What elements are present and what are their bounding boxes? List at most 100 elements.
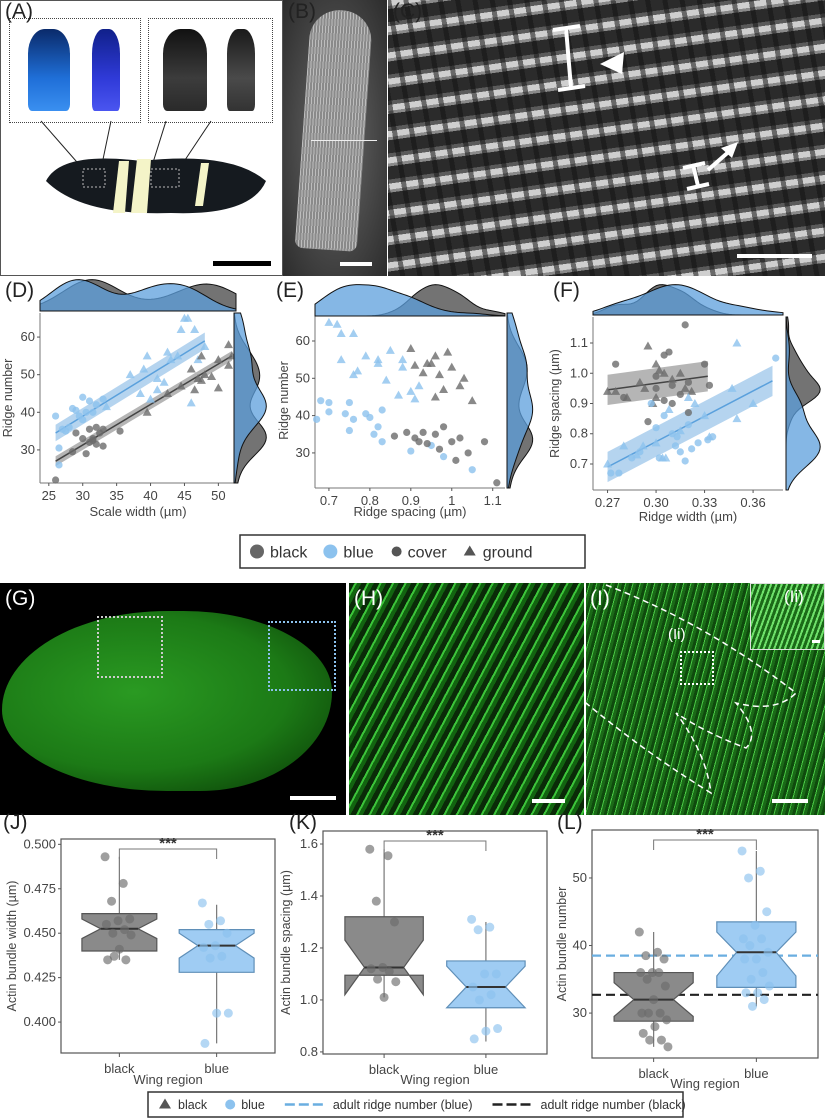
point-blue-cover bbox=[636, 448, 644, 456]
point-black-cover bbox=[89, 436, 97, 445]
regression-line-blue bbox=[607, 380, 773, 468]
jitter-point-blue bbox=[467, 914, 477, 924]
point-black-cover bbox=[116, 427, 124, 435]
y-tick-label: 0.425 bbox=[23, 970, 56, 985]
panel-label-k: (K) bbox=[289, 811, 317, 834]
point-blue-ground bbox=[661, 453, 671, 462]
jitter-point-blue bbox=[763, 947, 773, 957]
point-black-ground bbox=[651, 359, 661, 368]
jitter-point-blue bbox=[199, 942, 209, 952]
point-black-ground bbox=[196, 351, 206, 360]
legend-triangle-icon bbox=[159, 1098, 171, 1109]
point-blue-cover bbox=[668, 430, 676, 438]
point-black-cover bbox=[665, 348, 673, 356]
jitter-point-black bbox=[384, 966, 394, 976]
point-blue-cover bbox=[317, 397, 325, 405]
x-tick-label: 1.1 bbox=[484, 493, 502, 508]
legend-swatch-icon bbox=[323, 544, 338, 559]
jitter-point-blue bbox=[493, 1024, 503, 1034]
point-black-ground bbox=[193, 373, 203, 382]
y-axis-label: Actin bundle width (µm) bbox=[5, 881, 19, 1012]
y-axis-label: Actin bundle spacing (µm) bbox=[279, 870, 293, 1015]
jitter-point-black bbox=[108, 928, 118, 938]
jitter-point-black bbox=[389, 917, 399, 927]
point-blue-ground bbox=[748, 399, 758, 407]
jitter-point-black bbox=[660, 981, 670, 991]
point-black-ground bbox=[196, 375, 206, 384]
jitter-point-black bbox=[383, 851, 393, 861]
x-tick-label: 45 bbox=[177, 488, 191, 503]
roi-box-black bbox=[97, 616, 163, 678]
point-blue-ground bbox=[176, 325, 186, 334]
point-black-ground bbox=[667, 374, 677, 383]
point-blue-ground bbox=[700, 411, 710, 420]
point-black-cover bbox=[390, 432, 399, 440]
notched-box-blue bbox=[178, 929, 255, 973]
point-blue-cover bbox=[694, 439, 702, 447]
x-tick-label: 1 bbox=[448, 493, 455, 508]
point-blue-ground bbox=[101, 402, 111, 411]
point-blue-ground bbox=[348, 370, 358, 379]
jitter-point-black bbox=[365, 844, 375, 854]
notched-box-blue bbox=[445, 960, 527, 1009]
point-black-cover bbox=[684, 408, 693, 417]
point-blue-ground bbox=[658, 453, 668, 462]
point-blue-ground bbox=[727, 383, 737, 392]
chart-l: 30 40 50 Actin bundle number Wing regionblac… bbox=[555, 826, 819, 1091]
jitter-point-blue bbox=[740, 954, 750, 964]
point-black-ground bbox=[635, 377, 645, 386]
jitter-point-blue bbox=[745, 941, 755, 951]
label-ii-box: (Ii) bbox=[668, 626, 686, 643]
chart-k: 0.8 1.0 1.2 1.4 1.6 Actin bundle spacing (µm)… bbox=[279, 827, 548, 1087]
jitter-point-blue bbox=[491, 969, 501, 979]
confidence-band-black bbox=[55, 350, 232, 467]
annotations bbox=[552, 24, 812, 258]
significance-label: *** bbox=[696, 826, 714, 843]
legend-label: adult ridge number (blue) bbox=[333, 1098, 473, 1112]
point-black-ground bbox=[227, 351, 237, 360]
legend-top: black blue cover ground bbox=[239, 534, 586, 569]
x-tick-label: 35 bbox=[109, 488, 123, 503]
wing-tissue-image bbox=[2, 611, 332, 791]
legend-frame bbox=[239, 534, 586, 569]
jitter-point-blue bbox=[486, 990, 496, 1000]
point-blue-ground bbox=[690, 399, 700, 407]
point-black-ground bbox=[459, 373, 469, 382]
point-blue-ground bbox=[732, 414, 742, 423]
x-axis-label: Ridge spacing (µm) bbox=[354, 504, 467, 519]
jitter-point-blue bbox=[750, 920, 760, 930]
jitter-point-black bbox=[371, 896, 381, 906]
point-black-cover bbox=[51, 476, 60, 484]
jitter-point-blue bbox=[758, 968, 768, 978]
point-blue-cover bbox=[55, 444, 63, 452]
jitter-point-black bbox=[379, 992, 389, 1002]
point-black-ground bbox=[430, 351, 440, 360]
point-black-cover bbox=[99, 442, 107, 450]
panel-label-f: (F) bbox=[553, 279, 580, 302]
regression-line-black bbox=[55, 355, 233, 462]
jitter-point-blue bbox=[223, 1008, 233, 1018]
marginal-density-right-blue bbox=[785, 316, 821, 491]
point-black-ground bbox=[648, 399, 658, 407]
point-blue-ground bbox=[603, 459, 613, 468]
point-black-ground bbox=[687, 386, 697, 395]
point-blue-ground bbox=[324, 317, 334, 326]
jitter-point-blue bbox=[474, 995, 484, 1005]
point-black-cover bbox=[403, 428, 411, 437]
point-blue-cover bbox=[345, 398, 353, 407]
jitter-point-blue bbox=[755, 866, 765, 876]
y-tick-label: 30 bbox=[573, 1005, 587, 1020]
notched-box-black bbox=[344, 916, 424, 997]
confidence-band-black bbox=[607, 361, 708, 406]
jitter-point-black bbox=[650, 1022, 660, 1032]
chart-f: 0.7 0.8 0.9 1.0 1.1 Ridge spacing (µm) Ridge w… bbox=[548, 284, 821, 524]
point-black-cover bbox=[82, 450, 90, 458]
point-black-ground bbox=[200, 370, 210, 379]
regression-line-black bbox=[607, 375, 708, 391]
point-blue-cover bbox=[671, 442, 680, 450]
point-black-ground bbox=[213, 355, 223, 364]
point-blue-ground bbox=[193, 355, 203, 364]
marginal-density-right-black bbox=[233, 312, 267, 484]
jitter-point-black bbox=[114, 944, 124, 954]
marginal-density-top-black bbox=[592, 284, 783, 316]
